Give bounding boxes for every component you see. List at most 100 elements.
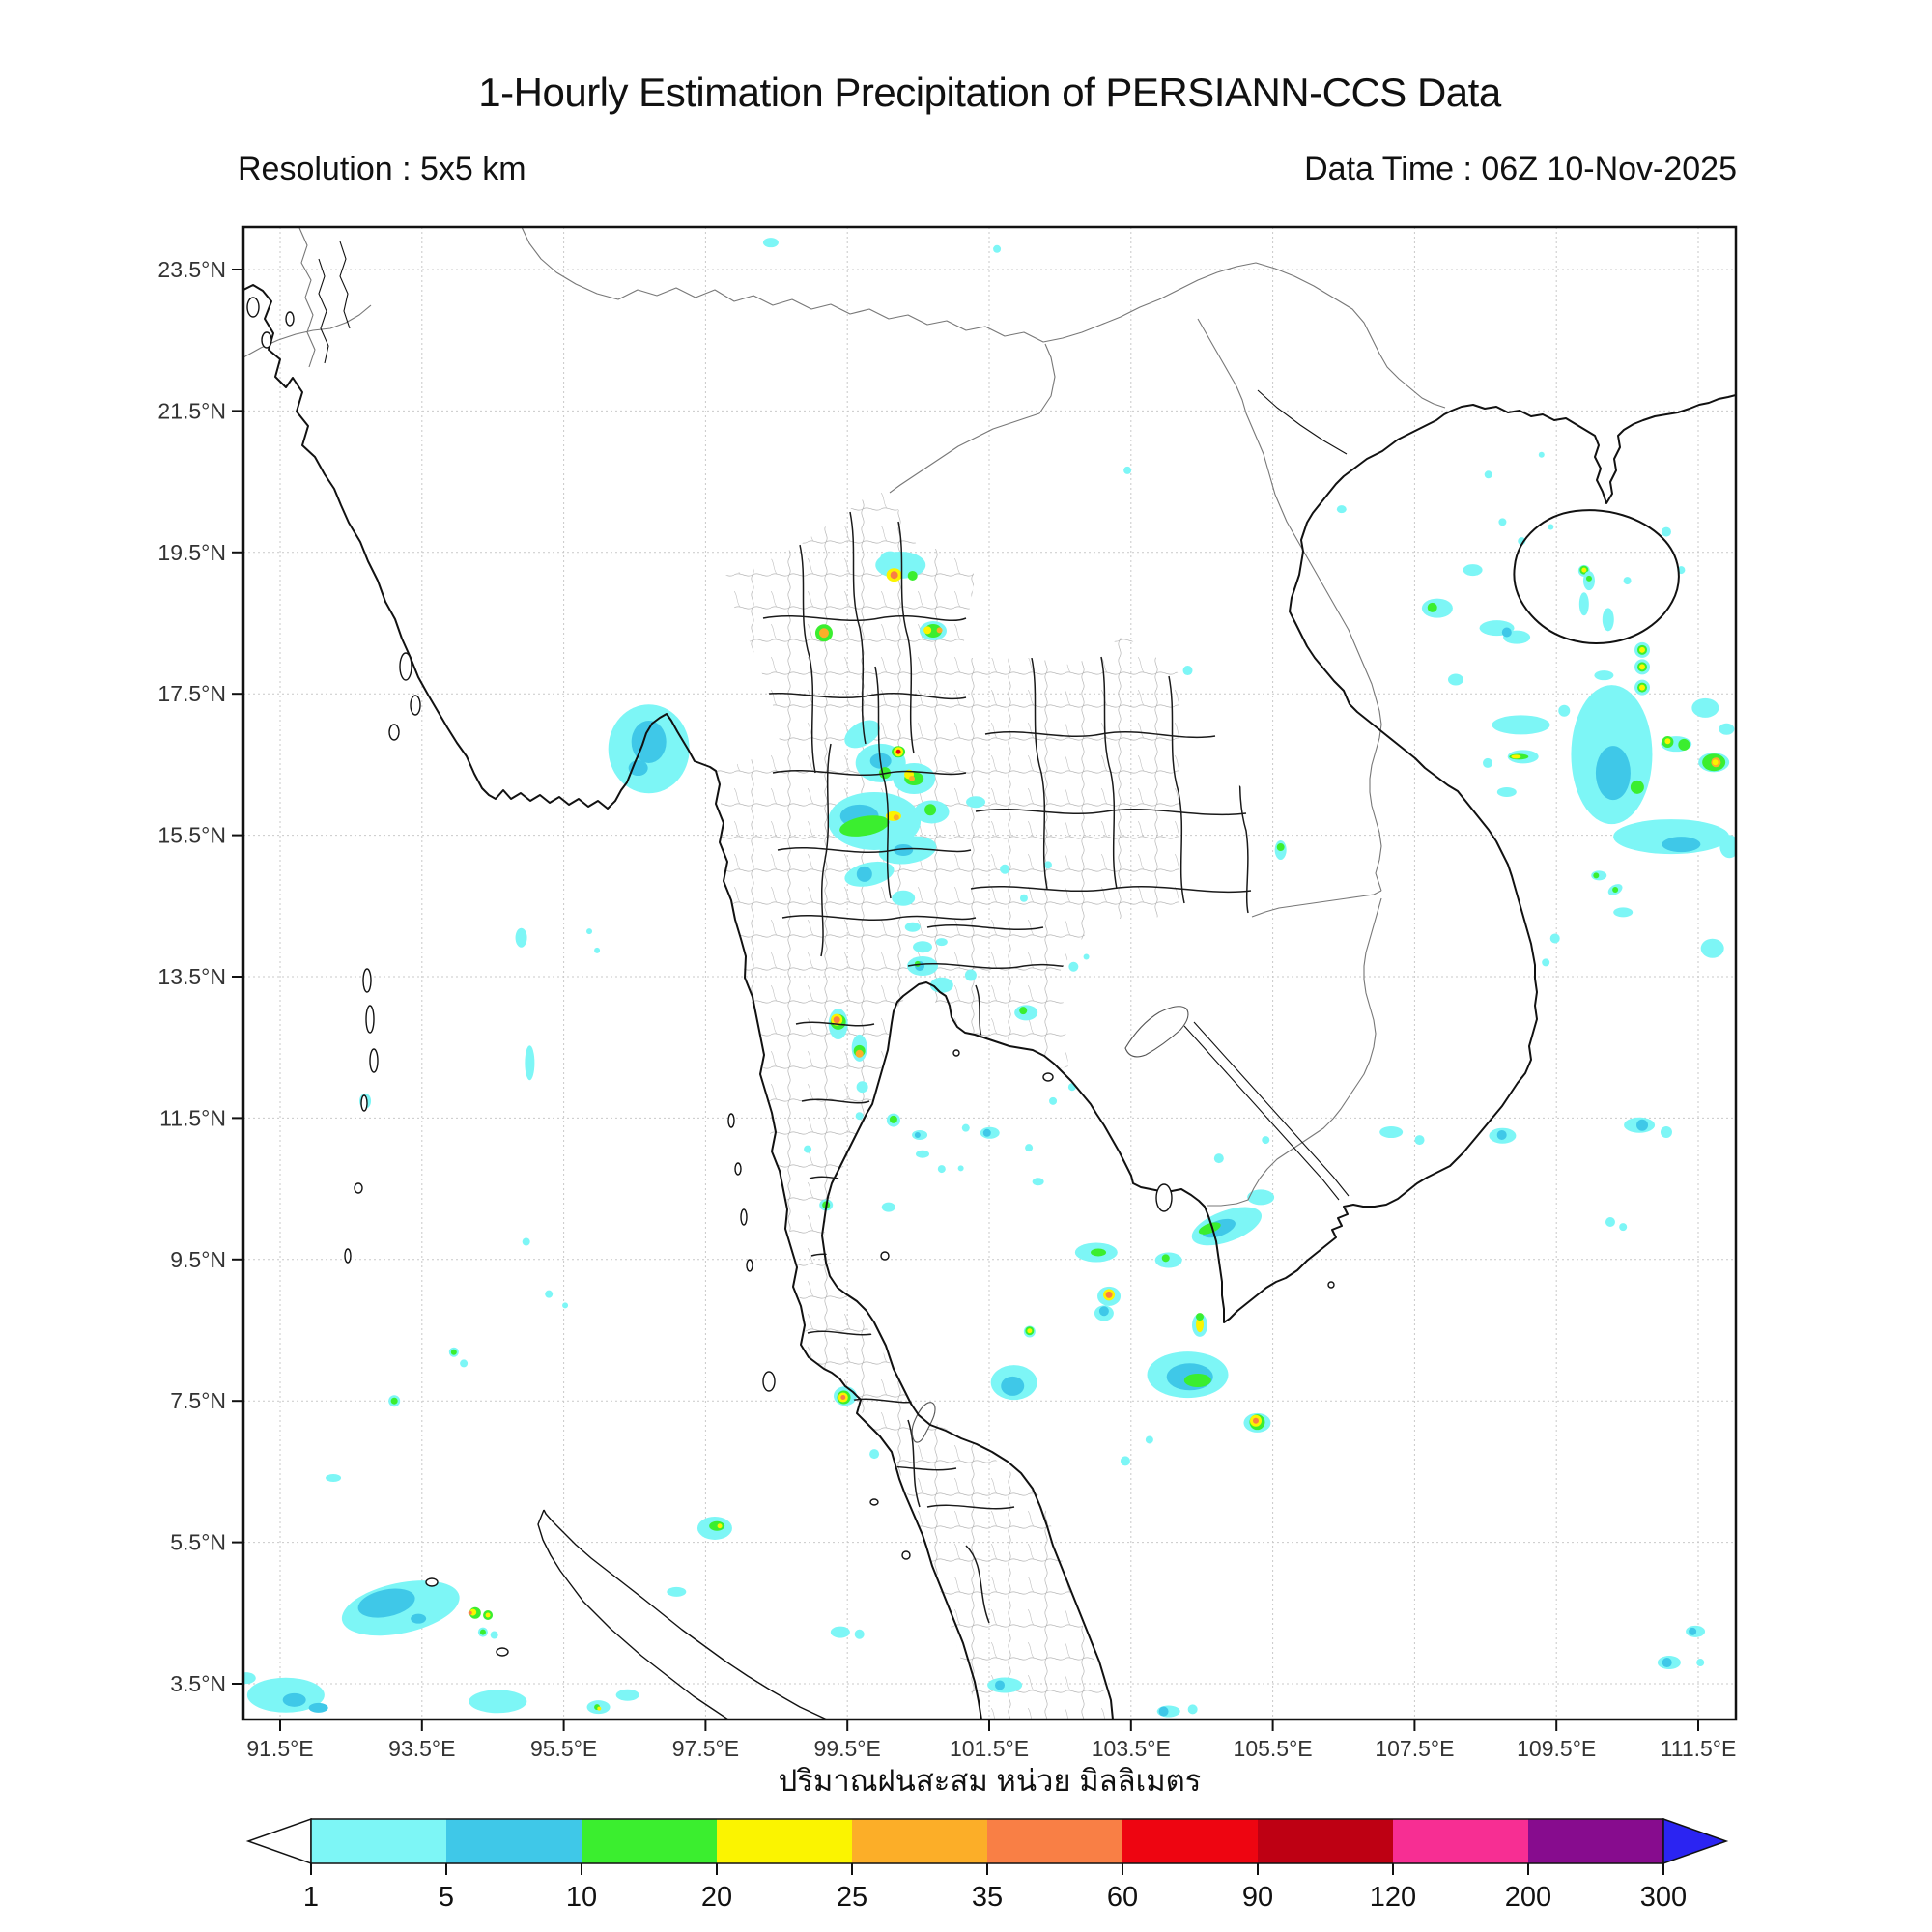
precip-cell-c1 [1549,933,1560,944]
precip-cell-c3 [1183,1373,1211,1387]
precip-cell-c1 [892,890,916,906]
colorbar-segment [717,1819,852,1863]
precip-cell-c2 [1662,837,1701,853]
y-tick-label: 21.5°N [157,398,226,423]
colorbar-segment [1528,1819,1663,1863]
precip-cell-c3 [390,1397,398,1405]
precip-cell-c2 [856,866,872,882]
precip-cell-c1 [667,1586,687,1597]
precip-cell-c4 [485,1612,491,1618]
map-frame [242,225,1738,1721]
precip-cell-c1 [1691,697,1719,718]
precip-cell-c4 [597,1706,602,1711]
precip-cell-c3 [1427,602,1437,612]
x-tick-label: 111.5°E [1661,1736,1737,1761]
precip-cell-c2 [914,1131,921,1138]
x-tick-label: 95.5°E [530,1736,597,1761]
precip-cell-c1 [1247,1189,1275,1206]
precip-cell-c1 [1032,1178,1044,1186]
precip-cell-c1 [987,1677,1023,1693]
precip-cell-c5 [908,776,915,782]
precip-cell-c1 [1025,1144,1034,1152]
precip-cell-c6 [840,1395,846,1401]
precip-cell-c1 [243,1672,256,1685]
precip-cell-c5 [936,627,943,634]
precip-cell-c3 [1585,575,1592,582]
precip-cell-c1 [1336,505,1347,514]
colorbar-segment [1122,1819,1258,1863]
axes: 91.5°E 93.5°E 95.5°E 97.5°E 99.5°E 101.5°E 103… [157,257,1736,1761]
x-tick-label: 97.5°E [672,1736,739,1761]
precip-cell-c6 [1252,1417,1259,1424]
precip-cell-c1 [1613,907,1634,918]
precip-cell-c1 [1623,577,1632,585]
precip-cell-c7 [895,749,901,754]
precip-cell-c4 [717,1523,723,1529]
precip-cell-c1 [586,928,593,935]
precip-cell-c3 [1612,886,1619,893]
precip-cell-c1 [1447,673,1463,686]
precip-cell-c6 [890,571,898,580]
precip-cell-c2 [282,1692,306,1707]
rivers [318,241,1350,1443]
precip-cell-c4 [1712,759,1719,766]
precip-cell-c2 [1662,1658,1672,1668]
y-tick-label: 7.5°N [170,1388,226,1413]
colorbar-over-arrow [1662,1817,1729,1865]
precip-cell-c2 [411,1613,427,1624]
y-tick-label: 23.5°N [157,257,226,282]
province-boundaries [753,511,1252,1624]
precip-cell-c1 [1602,608,1614,632]
precip-cell-c1 [1492,715,1550,735]
precip-cell-c1 [916,1150,930,1158]
colorbar-under-arrow [245,1817,312,1865]
precip-cell-c5 [818,628,829,639]
y-tick-label: 11.5°N [159,1105,226,1130]
precip-cell-c1 [525,1045,535,1081]
precip-cell-c1 [1719,723,1735,735]
precip-cell-c1 [1187,1704,1198,1715]
precip-cell-c3 [1630,780,1644,794]
coast-gulf-vietnam-china [821,394,1736,1719]
precip-cell-c1 [1120,1456,1130,1466]
colorbar-tick-label: 20 [701,1882,732,1913]
colorbar-tick-label: 1 [303,1882,319,1913]
songkhla-lake [911,1402,936,1443]
precip-cell-c2 [1496,1129,1507,1140]
precip-cell-c1 [246,1677,325,1713]
precip-cell-c1 [1262,1136,1270,1145]
islands [246,297,1335,1657]
country-borders [243,227,1446,1207]
colorbar-tick-label: 5 [439,1882,454,1913]
coast-sumatra-east [543,1509,828,1719]
precip-cell-c2 [1636,1119,1649,1131]
colorbar-segment [582,1819,717,1863]
precip-cell-c1 [957,1165,964,1172]
colorbar-tick-label: 10 [566,1882,597,1913]
resolution-label: Resolution : 5x5 km [238,151,526,187]
precip-cell-c1 [1661,526,1671,537]
precip-cell-c1 [1213,1153,1224,1164]
precip-cell-c6 [1105,1291,1113,1298]
precip-cell-c4 [1639,646,1646,653]
precip-cell-c2 [1595,746,1631,801]
x-tick-label: 91.5°E [246,1736,313,1761]
precip-cell-c1 [964,969,977,981]
precip-cell-c1 [935,938,948,947]
precip-cell-c1 [490,1631,498,1639]
precip-cell-c1 [1700,938,1724,958]
precip-cell-c1 [1379,1126,1404,1139]
precip-cell-c1 [1578,592,1589,616]
precip-cell-c3 [839,815,890,837]
precip-cell-c1 [1605,1217,1615,1228]
precip-cell-c4 [1511,754,1521,759]
precip-cell-c1 [1068,961,1079,972]
precip-cell-c3 [709,1520,725,1531]
precip-cell-c1 [1660,1126,1672,1139]
precip-cell-c3 [1161,1254,1170,1263]
precip-cell-c2 [1689,1627,1697,1635]
colorbar: 1 5 10 20 25 35 60 90 120 200 300 [245,1817,1729,1913]
x-tick-label: 107.5°E [1375,1736,1454,1761]
precip-cell-c1 [1145,1435,1153,1444]
